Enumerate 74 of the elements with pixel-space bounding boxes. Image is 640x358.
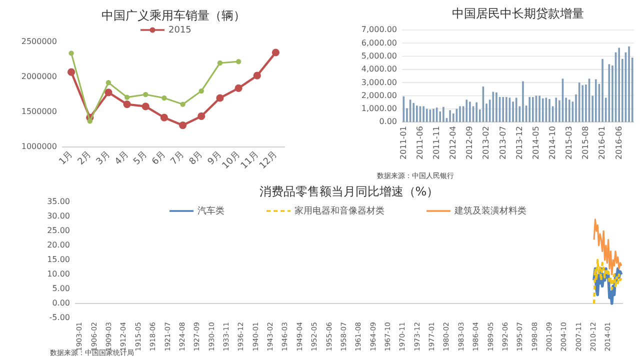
y-tick-label: 35.00: [47, 197, 70, 206]
x-tick-label: 2012-09: [465, 126, 474, 160]
x-tick-label: 2016-06: [614, 126, 624, 160]
x-tick-label: 8月: [188, 150, 206, 168]
point: [68, 50, 74, 56]
x-tick-label: 7月: [169, 150, 187, 168]
y-tick-label: 10.00: [47, 270, 70, 279]
point: [142, 102, 150, 110]
legend-label: 汽车类: [198, 205, 224, 216]
x-tick-label: 2月: [76, 150, 94, 168]
x-tick-label: 2013-07: [498, 126, 508, 160]
legend-label: 建筑及装潢材料类: [454, 205, 526, 216]
point: [198, 88, 204, 94]
point: [123, 100, 131, 108]
point: [253, 72, 261, 80]
y-tick-label: 2500000: [21, 37, 57, 46]
y-tick-label: 15.00: [47, 255, 70, 264]
point: [106, 80, 112, 86]
x-tick-label: 5月: [132, 150, 150, 168]
point: [198, 112, 206, 120]
y-tick-label: -5.00: [49, 313, 70, 322]
x-tick-label: 2013-02: [482, 126, 491, 160]
y-tick-label: 1000000: [21, 142, 57, 152]
chart-title: 中国广义乘用车销量（辆）: [102, 8, 246, 22]
y-tick-label: 20.00: [47, 240, 70, 250]
y-tick-label: 5.00: [52, 284, 70, 294]
y-tick-label: 5,000.00: [361, 51, 397, 60]
x-tick-label: 2012-04: [448, 126, 458, 160]
legend-label: 家用电器和音像器材类: [294, 205, 384, 216]
x-tick-label: 6月: [150, 150, 168, 168]
x-tick-label: 1月: [58, 150, 76, 168]
point: [87, 118, 92, 124]
y-tick-label: 2,000.00: [361, 90, 397, 100]
point: [217, 60, 223, 66]
y-tick-label: 30.00: [47, 212, 70, 221]
y-tick-label: 0.00: [52, 298, 70, 308]
point: [178, 122, 187, 130]
x-tick-label: 2011-01: [398, 126, 408, 160]
point: [162, 95, 167, 101]
point: [160, 114, 168, 122]
point: [180, 102, 186, 107]
legend-label: 2015: [168, 25, 192, 36]
x-tick-label: 2015-08: [581, 126, 590, 160]
x-tick-label: 2016-01: [598, 126, 607, 160]
line-series: [593, 218, 622, 276]
x-tick-label: 4月: [113, 150, 131, 168]
x-tick-label: 2015-03: [564, 126, 574, 160]
point: [234, 84, 242, 92]
point: [124, 94, 130, 100]
y-tick-label: 1,000.00: [361, 104, 397, 114]
x-tick-label: 2011-06: [415, 126, 424, 160]
x-tick-label: 2014-10: [548, 126, 557, 160]
point: [236, 59, 242, 64]
chart-title: 消费品零售额当月同比增速（%）: [259, 184, 439, 198]
y-tick-label: 2000000: [21, 72, 57, 82]
y-tick-label: 3,000.00: [361, 78, 397, 87]
x-tick-label: 12月: [258, 150, 280, 172]
point: [104, 88, 112, 96]
y-tick-label: 1500000: [21, 107, 57, 116]
y-tick-label: 0.00: [379, 117, 397, 126]
chart-title: 中国居民中长期贷款增量: [452, 6, 584, 20]
y-tick-label: 4,000.00: [361, 64, 397, 74]
line-series: [592, 258, 623, 305]
x-tick-label: 2011-11: [432, 126, 441, 160]
y-tick-label: 6,000.00: [361, 38, 397, 48]
x-tick-label: 2014-05: [531, 126, 540, 160]
x-tick-label: 2013-12: [514, 126, 524, 160]
x-tick-label: 3月: [94, 150, 112, 168]
point: [143, 92, 148, 98]
y-tick-label: 7,000.00: [361, 25, 397, 34]
point: [272, 48, 280, 56]
y-tick-label: 25.00: [47, 226, 70, 236]
point: [216, 94, 224, 102]
point: [67, 68, 76, 76]
